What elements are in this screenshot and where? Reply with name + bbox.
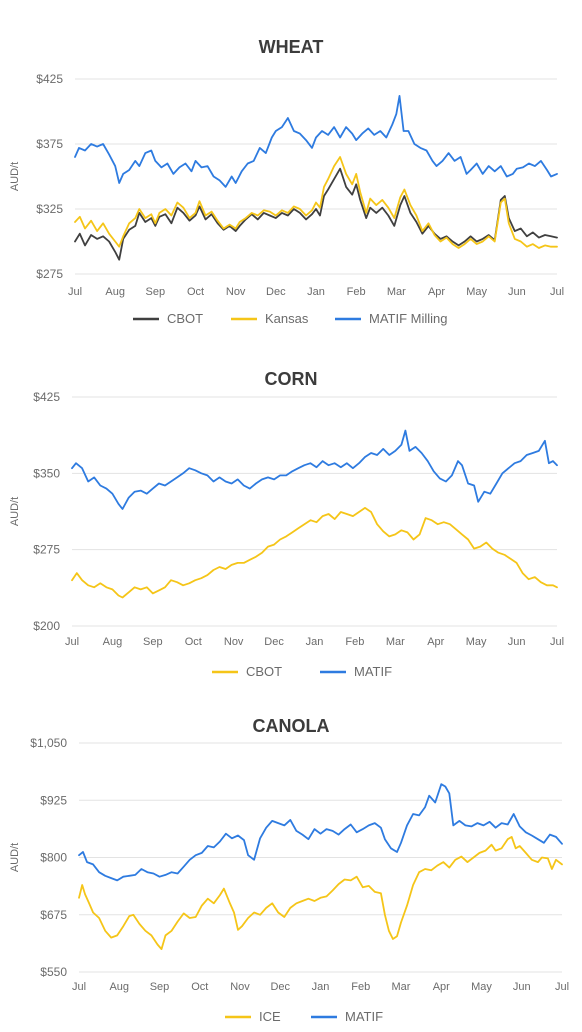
canola-xtick-label: Jul — [72, 981, 86, 993]
wheat-xtick-label: Jun — [508, 286, 526, 298]
corn-series-matif — [71, 429, 558, 510]
canola-xtick-label: Sep — [150, 981, 170, 993]
wheat-series-cbot — [74, 167, 558, 261]
canola-xtick-label: Oct — [191, 981, 208, 993]
wheat-xtick-label: Mar — [387, 286, 406, 298]
corn-xtick-label: Aug — [103, 636, 123, 648]
wheat-xtick-label: May — [466, 286, 487, 298]
wheat-series-kansas — [74, 156, 558, 249]
corn-xtick-label: Mar — [386, 636, 405, 648]
corn-ytick-label: $425 — [33, 390, 60, 404]
canola-ytick-label: $550 — [40, 965, 67, 979]
corn-xtick-label: Dec — [264, 636, 284, 648]
corn-xtick-label: Feb — [345, 636, 364, 648]
wheat-xtick-label: Dec — [266, 286, 286, 298]
canola-series-matif — [78, 783, 563, 882]
corn-y-axis-label: AUD/t — [9, 497, 21, 526]
corn-xtick-label: Oct — [185, 636, 202, 648]
corn-chart: CORN $200 $275 $350 $425 AUD/t Jul Aug Sep Oct Nov… — [9, 369, 564, 679]
wheat-xtick-label: Aug — [105, 286, 125, 298]
canola-ytick-label: $800 — [40, 851, 67, 865]
canola-xtick-label: Apr — [433, 981, 450, 993]
wheat-ytick-label: $375 — [36, 137, 63, 151]
canola-xtick-label: Jun — [513, 981, 531, 993]
corn-ytick-label: $200 — [33, 619, 60, 633]
wheat-legend-label: CBOT — [167, 311, 203, 326]
wheat-ytick-label: $325 — [36, 202, 63, 216]
corn-xtick-label: Sep — [143, 636, 163, 648]
corn-legend-label: CBOT — [246, 664, 282, 679]
corn-xtick-label: Nov — [224, 636, 244, 648]
canola-xtick-label: Feb — [351, 981, 370, 993]
corn-xtick-label: Jun — [508, 636, 526, 648]
wheat-xtick-label: Apr — [428, 286, 445, 298]
wheat-ytick-label: $425 — [36, 72, 63, 86]
wheat-xtick-label: Jul — [550, 286, 564, 298]
canola-ytick-label: $925 — [40, 793, 67, 807]
wheat-legend-label: Kansas — [265, 311, 309, 326]
canola-legend-label: MATIF — [345, 1009, 383, 1024]
canola-xtick-label: Dec — [270, 981, 290, 993]
wheat-ytick-label: $275 — [36, 267, 63, 281]
canola-y-axis-label: AUD/t — [9, 843, 21, 872]
wheat-xtick-label: Feb — [347, 286, 366, 298]
wheat-xtick-label: Jan — [307, 286, 325, 298]
canola-xtick-label: Nov — [230, 981, 250, 993]
corn-legend-label: MATIF — [354, 664, 392, 679]
wheat-xtick-label: Nov — [226, 286, 246, 298]
corn-xtick-label: Apr — [427, 636, 444, 648]
corn-ytick-label: $350 — [33, 466, 60, 480]
wheat-legend-label: MATIF Milling — [369, 311, 447, 326]
canola-title: CANOLA — [253, 716, 330, 736]
canola-xtick-label: May — [471, 981, 492, 993]
corn-series-cbot — [71, 507, 558, 599]
wheat-chart: WHEAT $275 $325 $375 $425 AUD/t Jul Aug Sep Oct No… — [9, 37, 564, 326]
corn-title: CORN — [265, 369, 318, 389]
corn-xtick-label: Jan — [306, 636, 324, 648]
canola-xtick-label: Aug — [109, 981, 129, 993]
wheat-title: WHEAT — [259, 37, 324, 57]
canola-ytick-label: $1,050 — [30, 736, 67, 750]
canola-series-ice — [78, 836, 563, 950]
canola-xtick-label: Jul — [555, 981, 569, 993]
corn-xtick-label: May — [466, 636, 487, 648]
canola-ytick-label: $675 — [40, 908, 67, 922]
corn-xtick-label: Jul — [550, 636, 564, 648]
canola-xtick-label: Jan — [312, 981, 330, 993]
wheat-xtick-label: Sep — [146, 286, 166, 298]
wheat-xtick-label: Jul — [68, 286, 82, 298]
canola-xtick-label: Mar — [392, 981, 411, 993]
corn-ytick-label: $275 — [33, 543, 60, 557]
wheat-y-axis-label: AUD/t — [9, 162, 21, 191]
corn-xtick-label: Jul — [65, 636, 79, 648]
canola-chart: CANOLA $550 $675 $800 $925 $1,050 AUD/t Jul Aug S… — [9, 716, 569, 1024]
wheat-series-matif-milling — [74, 95, 558, 188]
wheat-xtick-label: Oct — [187, 286, 204, 298]
canola-legend-label: ICE — [259, 1009, 281, 1024]
